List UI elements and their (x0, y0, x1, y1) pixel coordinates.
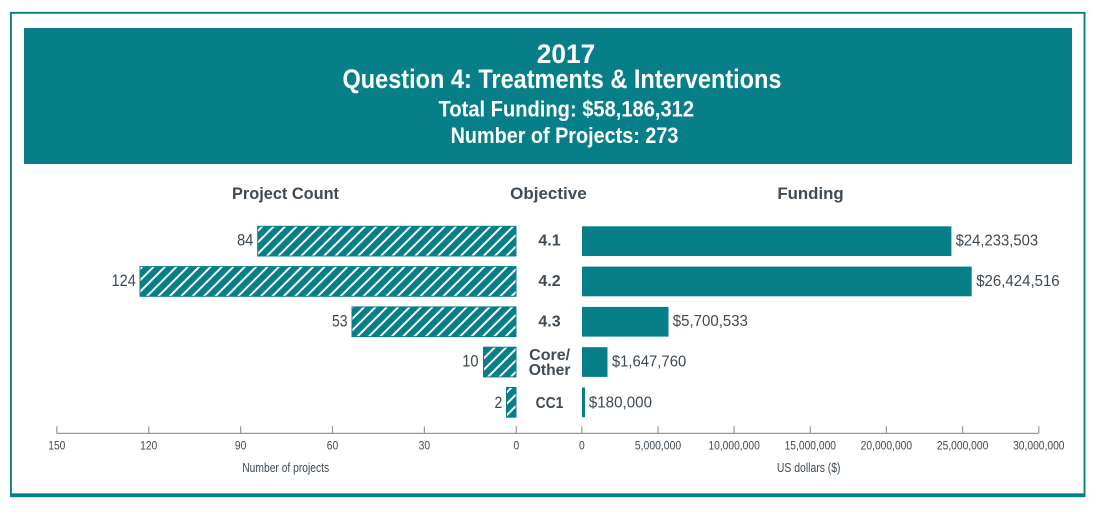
svg-text:$5,700,533: $5,700,533 (673, 313, 748, 330)
svg-text:84: 84 (237, 232, 254, 250)
svg-text:Objective: Objective (510, 184, 587, 203)
svg-text:CC1: CC1 (536, 394, 564, 412)
svg-text:Other: Other (529, 362, 571, 379)
svg-text:25,000,000: 25,000,000 (937, 440, 988, 453)
svg-text:90: 90 (235, 440, 246, 453)
svg-text:$24,233,503: $24,233,503 (956, 232, 1039, 250)
svg-text:Project Count: Project Count (232, 184, 339, 203)
svg-text:2017: 2017 (537, 38, 596, 69)
svg-text:Question 4: Treatments & Inter: Question 4: Treatments & Interventions (343, 64, 782, 94)
svg-text:124: 124 (112, 272, 137, 290)
svg-text:$180,000: $180,000 (589, 394, 652, 411)
svg-text:Total Funding: $58,186,312: Total Funding: $58,186,312 (439, 96, 695, 121)
svg-text:30,000,000: 30,000,000 (1013, 440, 1064, 453)
svg-text:$1,647,760: $1,647,760 (612, 353, 686, 371)
svg-text:4.3: 4.3 (538, 313, 560, 330)
svg-text:US dollars ($): US dollars ($) (777, 460, 841, 476)
svg-text:4.2: 4.2 (538, 273, 560, 290)
svg-text:53: 53 (332, 312, 347, 331)
svg-text:Core/: Core/ (529, 347, 570, 364)
svg-text:$26,424,516: $26,424,516 (976, 272, 1059, 289)
svg-text:0: 0 (513, 440, 519, 453)
svg-text:120: 120 (140, 440, 157, 453)
svg-text:Number of Projects: 273: Number of Projects: 273 (451, 123, 679, 148)
svg-text:Funding: Funding (777, 184, 843, 203)
svg-text:150: 150 (48, 440, 65, 453)
svg-text:4.1: 4.1 (538, 233, 560, 250)
svg-text:30: 30 (419, 440, 430, 453)
svg-text:5,000,000: 5,000,000 (635, 440, 681, 453)
svg-text:60: 60 (327, 440, 338, 453)
svg-text:2: 2 (494, 394, 502, 413)
svg-text:Number of projects: Number of projects (242, 460, 329, 476)
svg-text:15,000,000: 15,000,000 (785, 440, 836, 453)
svg-text:0: 0 (579, 440, 585, 453)
svg-text:10: 10 (462, 353, 478, 371)
svg-text:20,000,000: 20,000,000 (861, 440, 912, 453)
svg-text:10,000,000: 10,000,000 (708, 440, 759, 453)
